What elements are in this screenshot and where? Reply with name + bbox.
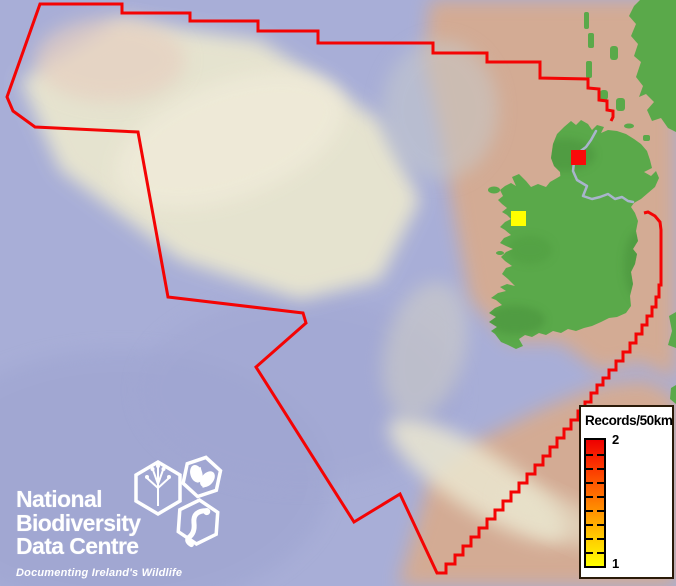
seahorse-icon	[176, 498, 220, 548]
legend-tick	[597, 510, 604, 512]
legend-tick	[586, 468, 593, 470]
legend-max-label: 2	[612, 432, 620, 447]
boundary-line	[5, 2, 663, 575]
britain-landmass	[584, 0, 676, 404]
legend-tick	[586, 510, 593, 512]
legend-tick	[586, 454, 593, 456]
legend-tick	[597, 454, 604, 456]
logo-text: National Biodiversity Data Centre Docume…	[16, 486, 183, 585]
logo-hexagons	[134, 455, 223, 548]
legend-tick	[597, 496, 604, 498]
logo-line-2: Biodiversity	[16, 509, 141, 536]
legend-tick	[597, 468, 604, 470]
logo-line-1: National	[16, 486, 103, 512]
legend-tick	[586, 482, 593, 484]
legend-min-label: 1	[612, 556, 620, 571]
nbdc-logo: National Biodiversity Data Centre Docume…	[14, 452, 244, 582]
legend-tick	[597, 524, 604, 526]
butterfly-icon	[181, 455, 223, 499]
logo-line-3: Data Centre	[16, 533, 139, 559]
legend-tick	[586, 538, 593, 540]
legend-tick	[586, 496, 593, 498]
legend-colorbar	[584, 438, 606, 568]
logo-tagline: Documenting Ireland's Wildlife	[16, 566, 183, 579]
tree-icon	[134, 459, 182, 517]
legend-tick	[586, 524, 593, 526]
legend-tick	[597, 482, 604, 484]
legend-tick	[586, 552, 593, 554]
legend-records-per-50km: Records/50km 2 1	[579, 405, 674, 579]
record-square-high[interactable]	[571, 150, 586, 165]
record-square-low[interactable]	[511, 211, 526, 226]
legend-tick	[597, 538, 604, 540]
legend-title: Records/50km	[585, 413, 673, 428]
legend-tick	[597, 552, 604, 554]
